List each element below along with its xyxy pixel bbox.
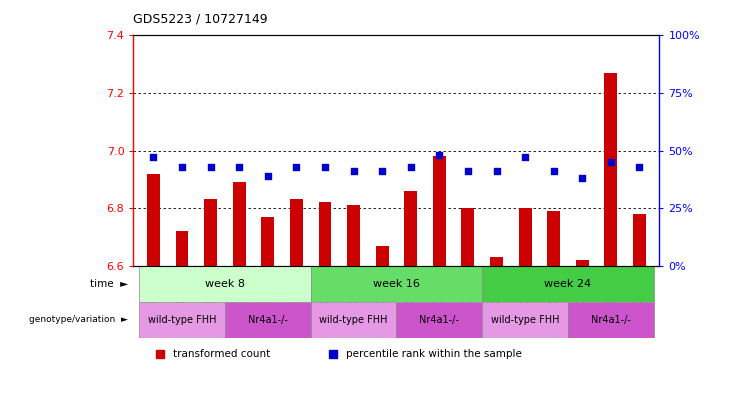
Bar bbox=[176, 231, 188, 266]
Bar bbox=[347, 205, 360, 266]
Bar bbox=[376, 246, 388, 266]
Point bbox=[376, 168, 388, 174]
Bar bbox=[605, 73, 617, 266]
Text: wild-type FHH: wild-type FHH bbox=[319, 315, 388, 325]
Bar bbox=[310, 266, 482, 302]
Point bbox=[605, 159, 617, 165]
Bar bbox=[490, 257, 503, 266]
Point bbox=[576, 175, 588, 181]
Text: genotype/variation  ►: genotype/variation ► bbox=[29, 315, 128, 324]
Bar bbox=[482, 266, 654, 302]
Point bbox=[519, 154, 531, 161]
Point bbox=[205, 163, 216, 170]
Text: percentile rank within the sample: percentile rank within the sample bbox=[347, 349, 522, 358]
Text: wild-type FHH: wild-type FHH bbox=[147, 315, 216, 325]
Point bbox=[262, 173, 273, 179]
Bar bbox=[482, 302, 568, 338]
Bar bbox=[519, 208, 531, 266]
Bar bbox=[225, 302, 310, 338]
Bar bbox=[548, 211, 560, 266]
Text: GDS5223 / 10727149: GDS5223 / 10727149 bbox=[133, 13, 268, 26]
Text: week 16: week 16 bbox=[373, 279, 420, 289]
Point bbox=[233, 163, 245, 170]
Text: Nr4a1-/-: Nr4a1-/- bbox=[247, 315, 288, 325]
Bar bbox=[147, 174, 160, 266]
Point bbox=[634, 163, 645, 170]
Text: Nr4a1-/-: Nr4a1-/- bbox=[419, 315, 459, 325]
Bar bbox=[233, 182, 245, 266]
Text: Nr4a1-/-: Nr4a1-/- bbox=[591, 315, 631, 325]
Point bbox=[290, 163, 302, 170]
Text: wild-type FHH: wild-type FHH bbox=[491, 315, 559, 325]
Bar bbox=[262, 217, 274, 266]
Bar bbox=[568, 302, 654, 338]
Bar bbox=[462, 208, 474, 266]
Bar bbox=[319, 202, 331, 266]
Bar bbox=[405, 191, 417, 266]
Bar bbox=[633, 214, 646, 266]
Point bbox=[462, 168, 473, 174]
Point bbox=[433, 152, 445, 158]
Bar bbox=[139, 302, 225, 338]
Text: transformed count: transformed count bbox=[173, 349, 270, 358]
Text: week 8: week 8 bbox=[205, 279, 245, 289]
Bar bbox=[396, 302, 482, 338]
Point bbox=[176, 163, 188, 170]
Point bbox=[348, 168, 359, 174]
Text: week 24: week 24 bbox=[545, 279, 591, 289]
Bar bbox=[290, 200, 303, 266]
Point bbox=[405, 163, 416, 170]
Point bbox=[491, 168, 502, 174]
Point bbox=[147, 154, 159, 161]
Bar bbox=[205, 200, 217, 266]
Text: time  ►: time ► bbox=[90, 279, 128, 289]
Bar bbox=[139, 266, 310, 302]
Bar bbox=[576, 260, 588, 266]
Point bbox=[319, 163, 331, 170]
Bar bbox=[433, 156, 446, 266]
Point bbox=[548, 168, 559, 174]
Bar bbox=[310, 302, 396, 338]
